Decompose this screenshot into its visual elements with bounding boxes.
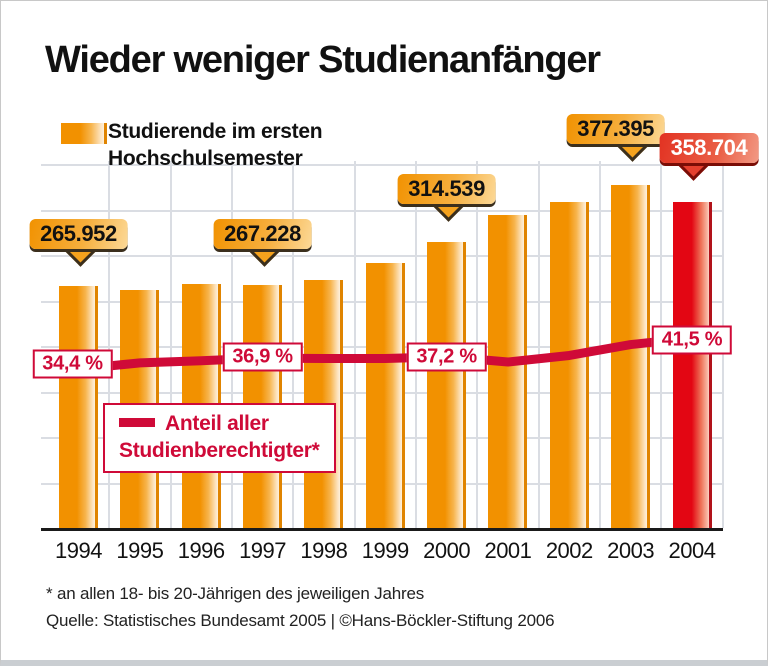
legend-students-line2: Hochschulsemester: [108, 147, 303, 170]
legend-share-line1: Anteil aller: [165, 412, 269, 435]
gridline-horizontal: [41, 209, 723, 212]
x-axis-label-1998: 1998: [300, 538, 348, 563]
gridline-vertical: [598, 161, 601, 528]
bar-2003: [611, 184, 651, 528]
pct-label-1994: 34,4 %: [32, 349, 113, 379]
pct-label-1997: 36,9 %: [222, 342, 303, 372]
bar-2002: [549, 201, 589, 528]
pct-label-2004: 41,5 %: [651, 325, 733, 355]
callout-2003: 377.395: [566, 114, 666, 144]
callout-1994: 265.952: [29, 219, 128, 249]
footnote-source: Quelle: Statistisches Bundesamt 2005 | ©…: [46, 611, 555, 630]
gridline-horizontal: [41, 164, 723, 167]
callout-2000: 314.539: [397, 174, 496, 204]
bar-1999: [365, 263, 405, 528]
legend-share: Anteil aller Studienberechtigter*: [103, 403, 336, 473]
x-axis-label-1994: 1994: [55, 538, 102, 563]
gridline-vertical: [353, 161, 356, 528]
x-axis-label-1999: 1999: [361, 538, 409, 563]
x-axis-label-1995: 1995: [116, 538, 164, 563]
legend-share-line2: Studienberechtigter*: [119, 439, 320, 462]
gridline-vertical: [169, 161, 172, 528]
x-axis-label-2003: 2003: [607, 538, 655, 563]
callout-1997: 267.228: [213, 219, 312, 249]
x-axis-label-2004: 2004: [668, 538, 716, 563]
gridline-vertical: [537, 161, 540, 528]
bar-2001: [488, 214, 528, 528]
bar-2004: [672, 201, 712, 528]
gridline-vertical: [108, 161, 111, 528]
bar-2000: [427, 242, 467, 528]
legend-students-line1: Studierende im ersten: [108, 120, 323, 143]
bar-1994: [59, 286, 98, 528]
page-title: Wieder weniger Studienanfänger: [45, 39, 601, 81]
orange-bar-legend-swatch: [61, 123, 107, 144]
x-axis-label-1996: 1996: [177, 538, 225, 563]
pct-label-2000: 37,2 %: [406, 342, 487, 372]
x-axis-label-2002: 2002: [545, 538, 593, 563]
legend-students-label: Studierende im ersten Hochschulsemester: [108, 118, 438, 172]
x-axis-line: [41, 528, 723, 531]
x-axis-label-2001: 2001: [484, 538, 532, 563]
x-axis-label-1997: 1997: [239, 538, 287, 563]
x-axis-label-2000: 2000: [423, 538, 471, 563]
callout-2004: 358.704: [659, 133, 759, 163]
footnote-asterisk: * an allen 18- bis 20-Jährigen des jewei…: [46, 584, 425, 603]
gridline-horizontal: [41, 255, 723, 258]
red-line-legend-swatch: [119, 418, 155, 427]
